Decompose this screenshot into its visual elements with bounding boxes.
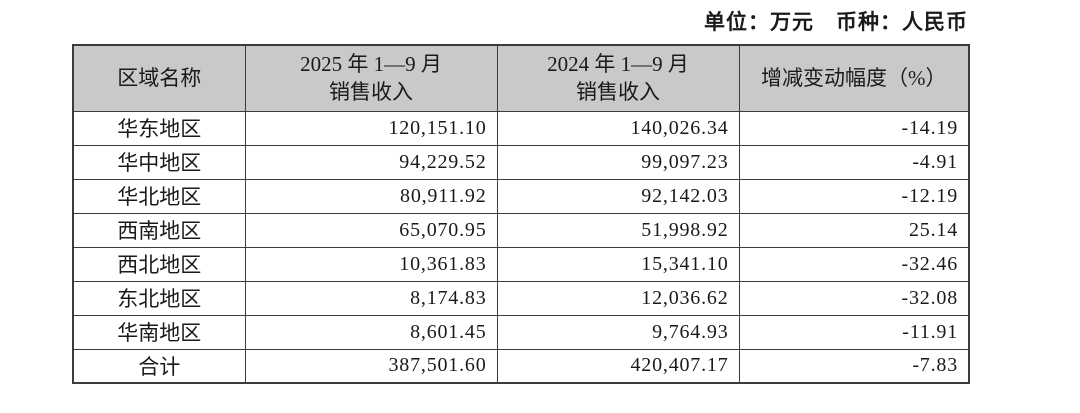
header-row: 区域名称 2025 年 1—9 月 销售收入 2024 年 1—9 月 销售收入… (72, 44, 970, 112)
table-row: 华南地区 8,601.45 9,764.93 -11.91 (72, 314, 970, 350)
rev-2024-value: 15,341.10 (496, 246, 740, 282)
col-header-rev-2024: 2024 年 1—9 月 销售收入 (496, 44, 740, 112)
table-header: 区域名称 2025 年 1—9 月 销售收入 2024 年 1—9 月 销售收入… (72, 44, 970, 112)
col-header-region-label: 区域名称 (117, 66, 202, 91)
change-pct-value: -32.08 (738, 280, 970, 316)
region-name: 华中地区 (72, 144, 246, 180)
region-name: 华南地区 (72, 314, 246, 350)
change-pct-value: -11.91 (738, 314, 970, 350)
rev-2025-value: 94,229.52 (244, 144, 498, 180)
region-name: 华东地区 (72, 110, 246, 146)
region-name: 东北地区 (72, 280, 246, 316)
rev-2024-value: 9,764.93 (496, 314, 740, 350)
region-name: 西南地区 (72, 212, 246, 248)
col-header-rev-2024-line1: 2024 年 1—9 月 (547, 51, 689, 76)
change-pct-value: -12.19 (738, 178, 970, 214)
table-row: 华中地区 94,229.52 99,097.23 -4.91 (72, 144, 970, 180)
regional-revenue-table: 区域名称 2025 年 1—9 月 销售收入 2024 年 1—9 月 销售收入… (72, 44, 970, 384)
col-header-region: 区域名称 (72, 44, 246, 112)
table-body: 华东地区 120,151.10 140,026.34 -14.19 华中地区 9… (72, 110, 970, 384)
change-pct-value: -4.91 (738, 144, 970, 180)
rev-2024-value: 51,998.92 (496, 212, 740, 248)
change-pct-value: -14.19 (738, 110, 970, 146)
rev-2025-total: 387,501.60 (244, 348, 498, 384)
region-name: 西北地区 (72, 246, 246, 282)
rev-2025-value: 10,361.83 (244, 246, 498, 282)
col-header-change-pct-label: 增减变动幅度（%） (761, 66, 947, 91)
table-row: 西北地区 10,361.83 15,341.10 -32.46 (72, 246, 970, 282)
rev-2024-value: 140,026.34 (496, 110, 740, 146)
col-header-change-pct: 增减变动幅度（%） (738, 44, 970, 112)
rev-2025-value: 80,911.92 (244, 178, 498, 214)
col-header-rev-2025-line1: 2025 年 1—9 月 (300, 51, 442, 76)
region-name: 华北地区 (72, 178, 246, 214)
rev-2024-total: 420,407.17 (496, 348, 740, 384)
col-header-rev-2025-line2: 销售收入 (329, 80, 413, 105)
table-row: 华北地区 80,911.92 92,142.03 -12.19 (72, 178, 970, 214)
change-pct-total: -7.83 (738, 348, 970, 384)
change-pct-value: -32.46 (738, 246, 970, 282)
rev-2025-value: 8,174.83 (244, 280, 498, 316)
table-row: 华东地区 120,151.10 140,026.34 -14.19 (72, 110, 970, 146)
rev-2025-value: 8,601.45 (244, 314, 498, 350)
rev-2024-value: 92,142.03 (496, 178, 740, 214)
table-row: 西南地区 65,070.95 51,998.92 25.14 (72, 212, 970, 248)
report-section: 单位：万元 币种：人民币 区域名称 2025 年 1—9 月 销售收入 (72, 8, 970, 384)
rev-2025-value: 120,151.10 (244, 110, 498, 146)
table-row-total: 合计 387,501.60 420,407.17 -7.83 (72, 348, 970, 384)
col-header-rev-2025: 2025 年 1—9 月 销售收入 (244, 44, 498, 112)
unit-currency-note: 单位：万元 币种：人民币 (704, 10, 968, 34)
rev-2024-value: 12,036.62 (496, 280, 740, 316)
col-header-rev-2024-line2: 销售收入 (576, 80, 660, 105)
table-row: 东北地区 8,174.83 12,036.62 -32.08 (72, 280, 970, 316)
change-pct-value: 25.14 (738, 212, 970, 248)
rev-2025-value: 65,070.95 (244, 212, 498, 248)
total-label: 合计 (72, 348, 246, 384)
rev-2024-value: 99,097.23 (496, 144, 740, 180)
